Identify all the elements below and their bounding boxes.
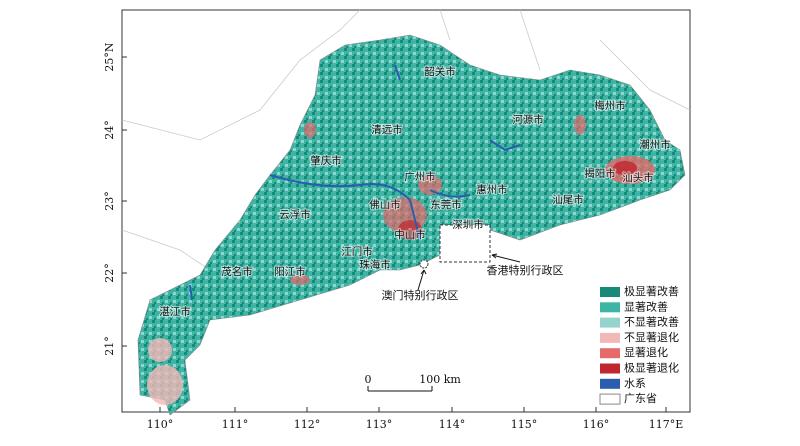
lat-label: 21° — [103, 336, 116, 356]
city-label: 中山市 — [394, 228, 426, 241]
hong-kong-label: 香港特别行政区 — [487, 263, 564, 277]
city-label: 东莞市 — [430, 198, 462, 211]
city-label: 梅州市 — [594, 99, 626, 112]
legend-swatch — [599, 393, 621, 405]
legend-label: 水系 — [624, 377, 646, 390]
legend-swatch — [600, 302, 620, 313]
neighbor-borders — [121, 9, 691, 271]
legend-swatch — [600, 287, 620, 297]
lon-label: 116° — [583, 418, 610, 431]
lon-label: 110° — [147, 418, 174, 431]
city-label: 汕尾市 — [552, 193, 584, 206]
city-label: 阳江市 — [274, 265, 306, 278]
scale-start: 0 — [365, 373, 372, 386]
degradation-patches — [147, 115, 655, 405]
city-label: 潮州市 — [639, 138, 671, 151]
scale-end: 100 km — [419, 373, 461, 386]
legend-label: 极显著退化 — [624, 361, 679, 375]
lat-label: 22° — [103, 263, 116, 283]
city-label: 河源市 — [512, 113, 544, 126]
city-label: 汕头市 — [622, 171, 654, 184]
lat-label: 23° — [103, 191, 116, 211]
legend-label: 广东省 — [624, 392, 657, 405]
macau-label: 澳门特别行政区 — [382, 288, 459, 302]
city-label: 茂名市 — [221, 265, 253, 278]
city-label: 惠州市 — [476, 183, 508, 196]
scale-bar — [367, 386, 433, 392]
water-system — [189, 64, 521, 301]
legend-label: 不显著改善 — [624, 315, 679, 329]
lon-label: 112° — [294, 418, 321, 431]
legend-swatch — [600, 378, 620, 389]
annotation-arrows — [417, 253, 521, 291]
city-label: 珠海市 — [359, 258, 391, 271]
city-label: 韶关市 — [424, 65, 456, 78]
lon-label: 117°E — [649, 418, 684, 431]
city-label: 肇庆市 — [310, 154, 342, 167]
lon-label: 111° — [222, 418, 249, 431]
lat-label: 25°N — [103, 42, 116, 71]
legend-label: 显著改善 — [624, 299, 668, 313]
city-label: 清远市 — [371, 123, 403, 136]
lon-label: 113° — [366, 418, 393, 431]
legend-swatch — [600, 363, 620, 374]
legend-label: 不显著退化 — [624, 330, 679, 344]
legend-swatch — [600, 332, 620, 343]
legend-label: 显著退化 — [624, 345, 668, 359]
legend-swatch — [600, 317, 620, 328]
lat-label: 24° — [103, 120, 116, 140]
lon-label: 114° — [439, 418, 466, 431]
city-label: 佛山市 — [369, 198, 401, 211]
city-label: 云浮市 — [279, 208, 311, 221]
city-label: 广州市 — [404, 170, 436, 183]
city-label: 揭阳市 — [584, 167, 616, 180]
city-label: 湛江市 — [159, 305, 191, 318]
macau-boundary — [419, 259, 429, 269]
legend-label: 极显著改善 — [624, 284, 679, 298]
legend-swatch — [600, 348, 620, 359]
lon-label: 115° — [511, 418, 538, 431]
hong-kong-boundary — [439, 224, 491, 263]
city-label: 深圳市 — [452, 218, 484, 231]
city-label: 江门市 — [341, 245, 373, 258]
